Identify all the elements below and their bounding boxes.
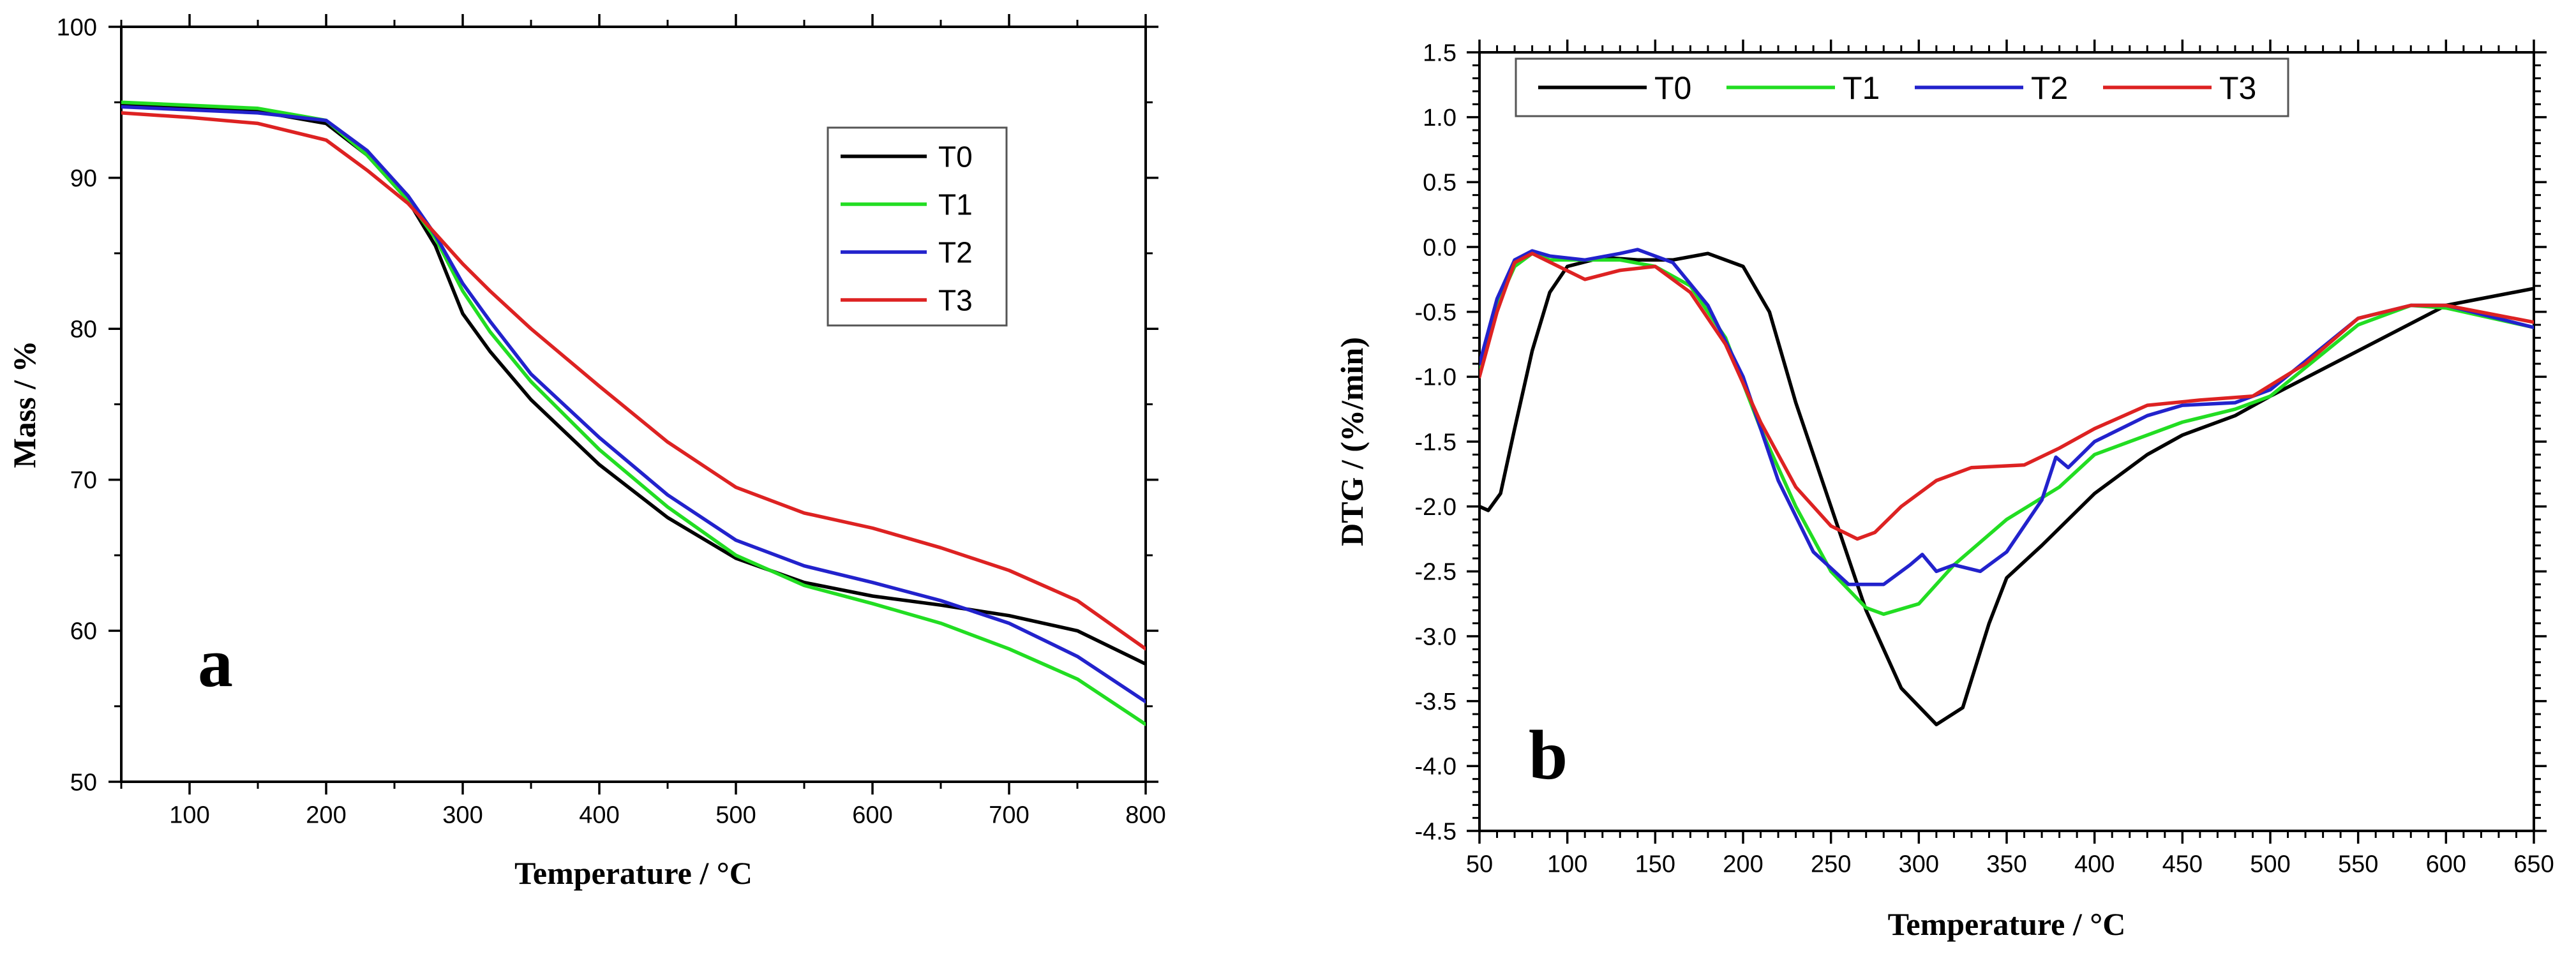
- panel-b-x-tick-label: 600: [2426, 851, 2466, 877]
- panel-a-legend-label-t0: T0: [938, 140, 973, 174]
- panel-a-x-tick-label: 200: [306, 802, 346, 828]
- panel-a-x-tick-label: 700: [989, 802, 1029, 828]
- panel-b-y-tick-label: 0.0: [1423, 234, 1456, 261]
- panel-a-y-tick-label: 80: [70, 317, 97, 343]
- panel-a-legend-box: [827, 126, 1008, 327]
- panel-b-x-tick-label: 500: [2250, 851, 2290, 877]
- panel-a-y-tick-label: 60: [70, 618, 97, 645]
- panel-b-y-tick-label: -1.5: [1415, 429, 1456, 456]
- panel-b-y-tick-label: 0.5: [1423, 170, 1456, 197]
- panel-a-legend-label-t2: T2: [938, 236, 973, 269]
- panel-b-x-tick-label: 150: [1635, 851, 1675, 877]
- panel-a-y-axis-title: Mass / %: [6, 341, 42, 468]
- panel-b-series-line-t1: [1479, 251, 2534, 616]
- panel-a-x-tick-label: 100: [169, 802, 209, 828]
- panel-b-series-line-t2: [1479, 248, 2534, 586]
- panel-b-legend-label-t2: T2: [2031, 70, 2068, 106]
- panel-b-y-tick-label: 1.5: [1423, 40, 1456, 66]
- panel-b-legend-label-t1: T1: [1843, 70, 1880, 106]
- panel-b-x-tick-label: 400: [2074, 851, 2115, 877]
- panel-b-x-tick-label: 200: [1723, 851, 1763, 877]
- panel-a-x-tick-label: 800: [1125, 802, 1165, 828]
- panel-b-y-tick-label: -2.5: [1415, 559, 1456, 586]
- panel-b-x-tick-label: 250: [1811, 851, 1851, 877]
- panel-a-tga-chart: 100 200 300 400 500 600 700 800 50 60 70 80 90 100 Tem…: [6, 14, 1166, 891]
- panel-a-y-tick-label: 50: [70, 769, 97, 796]
- panel-b-x-tick-label: 350: [1986, 851, 2026, 877]
- panel-a-panel-letter: a: [198, 623, 233, 701]
- panel-b-x-tick-label: 300: [1899, 851, 1939, 877]
- panel-a-x-tick-label: 600: [852, 802, 892, 828]
- panel-b-y-tick-label: -3.0: [1415, 623, 1456, 650]
- panel-b-dtg-chart: 50 100 150 200 250 300 350 400 450 500 550 600 650 -4…: [1334, 40, 2554, 942]
- panel-a-x-tick-label: 300: [442, 802, 483, 828]
- panel-b-y-tick-label: -1.0: [1415, 364, 1456, 391]
- panel-a-y-tick-label: 70: [70, 467, 97, 494]
- panel-a-series-line-t2: [121, 105, 1146, 704]
- panel-a-series-line-t0: [121, 103, 1146, 666]
- panel-b-x-tick-label: 550: [2338, 851, 2378, 877]
- panel-a-y-tick-label: 100: [57, 14, 97, 41]
- panel-b-x-tick-label: 100: [1547, 851, 1587, 877]
- panel-b-x-tick-label: 650: [2513, 851, 2554, 877]
- panel-a-legend: T0 T1 T2 T3: [827, 126, 1008, 327]
- panel-b-y-tick-label: 1.0: [1423, 105, 1456, 131]
- panel-b-y-tick-label: -4.0: [1415, 754, 1456, 780]
- panel-a-x-axis-title: Temperature / °C: [514, 855, 753, 891]
- panel-a-y-tick-label: 90: [70, 165, 97, 192]
- panel-b-y-tick-label: -2.0: [1415, 494, 1456, 521]
- panel-b-y-axis-title: DTG / (%/min): [1334, 337, 1370, 546]
- panel-a-legend-label-t3: T3: [938, 284, 973, 317]
- panel-b-x-tick-label: 450: [2162, 851, 2203, 877]
- panel-b-panel-letter: b: [1529, 716, 1568, 794]
- panel-a-x-tick-label: 500: [715, 802, 756, 828]
- panel-b-x-axis-title: Temperature / °C: [1888, 906, 2126, 942]
- panel-b-legend-label-t3: T3: [2219, 70, 2256, 106]
- panel-b-legend: T0 T1 T2 T3: [1515, 57, 2289, 117]
- panel-b-series-line-t0: [1479, 251, 2534, 727]
- panel-b-x-tick-label: 50: [1466, 851, 1493, 877]
- panel-a-legend-label-t1: T1: [938, 188, 973, 221]
- panel-b-y-tick-label: -4.5: [1415, 818, 1456, 845]
- panel-a-x-tick-label: 400: [579, 802, 619, 828]
- panel-b-y-tick-label: -0.5: [1415, 299, 1456, 326]
- panel-b-plot-frame: [1478, 51, 2535, 832]
- panel-b-y-tick-label: -3.5: [1415, 689, 1456, 715]
- panel-a-series-line-t3: [121, 111, 1146, 651]
- panel-b-series-line-t3: [1479, 251, 2534, 541]
- panel-b-legend-label-t0: T0: [1654, 70, 1691, 106]
